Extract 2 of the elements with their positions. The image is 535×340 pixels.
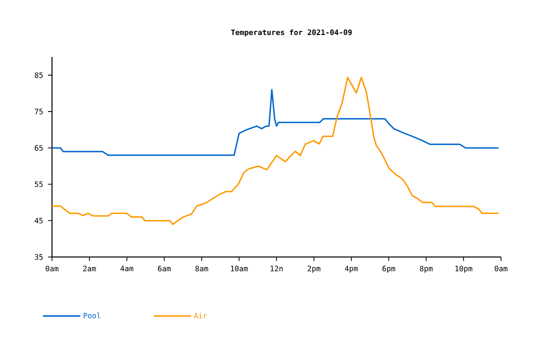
line-series bbox=[52, 76, 500, 225]
line-series bbox=[52, 89, 500, 156]
